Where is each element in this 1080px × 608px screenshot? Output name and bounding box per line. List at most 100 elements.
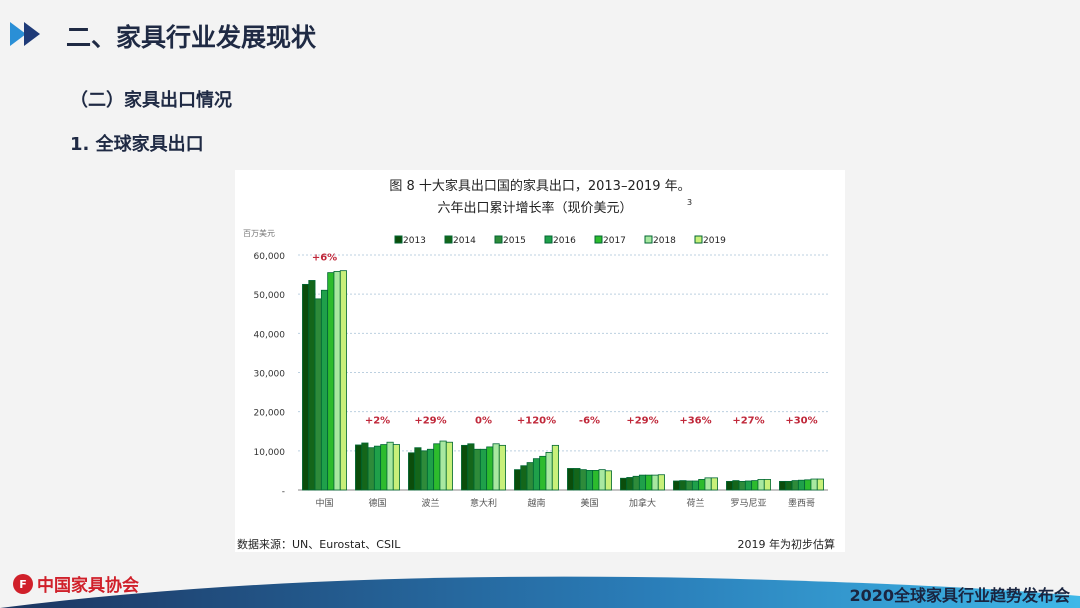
bar-2019 xyxy=(392,444,400,491)
bar-2014 xyxy=(308,280,316,491)
bar-2013 xyxy=(779,480,787,491)
legend-label: 2018 xyxy=(653,236,676,246)
bar-2018 xyxy=(333,271,341,491)
bar-2019 xyxy=(763,479,771,491)
x-tick-label: 罗马尼亚 xyxy=(730,498,766,509)
section-heading: 1. 全球家具出口 xyxy=(70,134,204,155)
x-tick-label: 中国 xyxy=(315,497,333,509)
bar-2015 xyxy=(526,462,534,491)
bar-2015 xyxy=(420,450,428,491)
bar-2016 xyxy=(320,289,329,491)
growth-label: +36% xyxy=(679,416,711,427)
legend-swatch xyxy=(494,235,503,244)
bar-2015 xyxy=(632,475,640,491)
double-arrow-icon xyxy=(10,22,40,46)
footer-band xyxy=(0,576,1080,608)
bar-2015 xyxy=(473,448,481,491)
bar-2013 xyxy=(726,480,734,491)
bar-2017 xyxy=(592,470,600,491)
growth-label: +120% xyxy=(517,416,556,427)
legend-label: 2014 xyxy=(453,236,476,246)
bar-2016 xyxy=(744,480,753,491)
bar-2013 xyxy=(355,444,363,491)
svg-text:F: F xyxy=(19,578,27,591)
bar-2018 xyxy=(492,443,500,491)
bar-2016 xyxy=(638,474,647,491)
bar-2017 xyxy=(539,455,547,491)
section-subtitle: （二）家具出口情况 xyxy=(70,90,232,111)
bar-2017 xyxy=(698,479,706,491)
bar-2018 xyxy=(545,451,553,491)
bar-2017 xyxy=(433,443,441,491)
bar-2014 xyxy=(467,443,475,491)
chart-card: 图 8 十大家具出口国的家具出口，2013–2019 年。 六年出口累计增长率（… xyxy=(235,170,845,552)
bar-2017 xyxy=(751,480,759,491)
legend-label: 2016 xyxy=(553,236,576,246)
bar-2017 xyxy=(327,272,335,491)
estimate-note: 2019 年为初步估算 xyxy=(738,537,836,551)
bar-2013 xyxy=(673,480,681,491)
legend-swatch xyxy=(444,235,453,244)
bar-2015 xyxy=(738,480,746,491)
bar-2018 xyxy=(598,469,606,491)
legend-swatch xyxy=(544,235,553,244)
legend-label: 2015 xyxy=(503,236,526,246)
growth-label: +27% xyxy=(732,416,764,427)
bar-chart: 图 8 十大家具出口国的家具出口，2013–2019 年。 六年出口累计增长率（… xyxy=(237,178,836,551)
bar-2016 xyxy=(373,445,382,491)
bar-2013 xyxy=(461,444,469,491)
bar-2015 xyxy=(685,480,693,491)
bar-2014 xyxy=(679,480,687,491)
y-axis-label: 百万美元 xyxy=(243,228,275,238)
bar-2013 xyxy=(514,469,522,491)
legend-label: 2017 xyxy=(603,236,626,246)
page-title: 二、家具行业发展现状 xyxy=(66,23,317,52)
x-tick-label: 意大利 xyxy=(470,497,497,509)
bar-2019 xyxy=(816,478,824,491)
bar-2019 xyxy=(339,270,347,491)
x-tick-label: 美国 xyxy=(580,497,598,509)
bar-2018 xyxy=(651,474,659,491)
legend-swatch xyxy=(694,235,703,244)
bar-2018 xyxy=(757,479,765,491)
x-tick-label: 墨西哥 xyxy=(788,498,815,509)
bar-2016 xyxy=(585,470,594,491)
bar-2014 xyxy=(626,477,634,491)
bar-2014 xyxy=(520,465,528,491)
growth-label: +29% xyxy=(626,416,658,427)
bar-2016 xyxy=(797,479,806,491)
bar-2018 xyxy=(386,441,394,491)
logo-icon: F xyxy=(13,573,33,594)
bar-2015 xyxy=(791,480,799,491)
event-title: 2020全球家具行业趋势发布会 xyxy=(849,586,1070,605)
y-tick-label: 10,000 xyxy=(254,448,286,458)
bar-2014 xyxy=(785,480,793,491)
bar-2013 xyxy=(302,283,310,491)
legend-swatch xyxy=(394,235,403,244)
bar-2016 xyxy=(426,448,435,491)
bar-2016 xyxy=(479,448,488,491)
bar-2014 xyxy=(732,480,740,491)
bar-2017 xyxy=(804,479,812,491)
bar-2015 xyxy=(579,469,587,491)
legend-swatch xyxy=(644,235,653,244)
bar-2016 xyxy=(532,458,541,491)
x-tick-label: 波兰 xyxy=(421,497,439,509)
y-tick-label: 50,000 xyxy=(254,291,286,301)
bar-2016 xyxy=(691,480,700,491)
bar-2018 xyxy=(439,440,447,491)
growth-label: -6% xyxy=(579,416,600,427)
growth-label: +29% xyxy=(414,416,446,427)
x-tick-label: 荷兰 xyxy=(686,497,704,509)
bar-2019 xyxy=(445,441,453,491)
bar-2017 xyxy=(486,446,494,491)
bar-2018 xyxy=(704,477,712,491)
bar-2013 xyxy=(567,468,575,491)
bar-2014 xyxy=(414,447,422,491)
chart-title: 图 8 十大家具出口国的家具出口，2013–2019 年。 xyxy=(389,178,690,194)
bar-2019 xyxy=(498,444,506,491)
bar-2015 xyxy=(367,447,375,491)
y-tick-label: 60,000 xyxy=(254,252,286,262)
legend-swatch xyxy=(594,235,603,244)
chart-subtitle-sup: 3 xyxy=(687,198,692,207)
